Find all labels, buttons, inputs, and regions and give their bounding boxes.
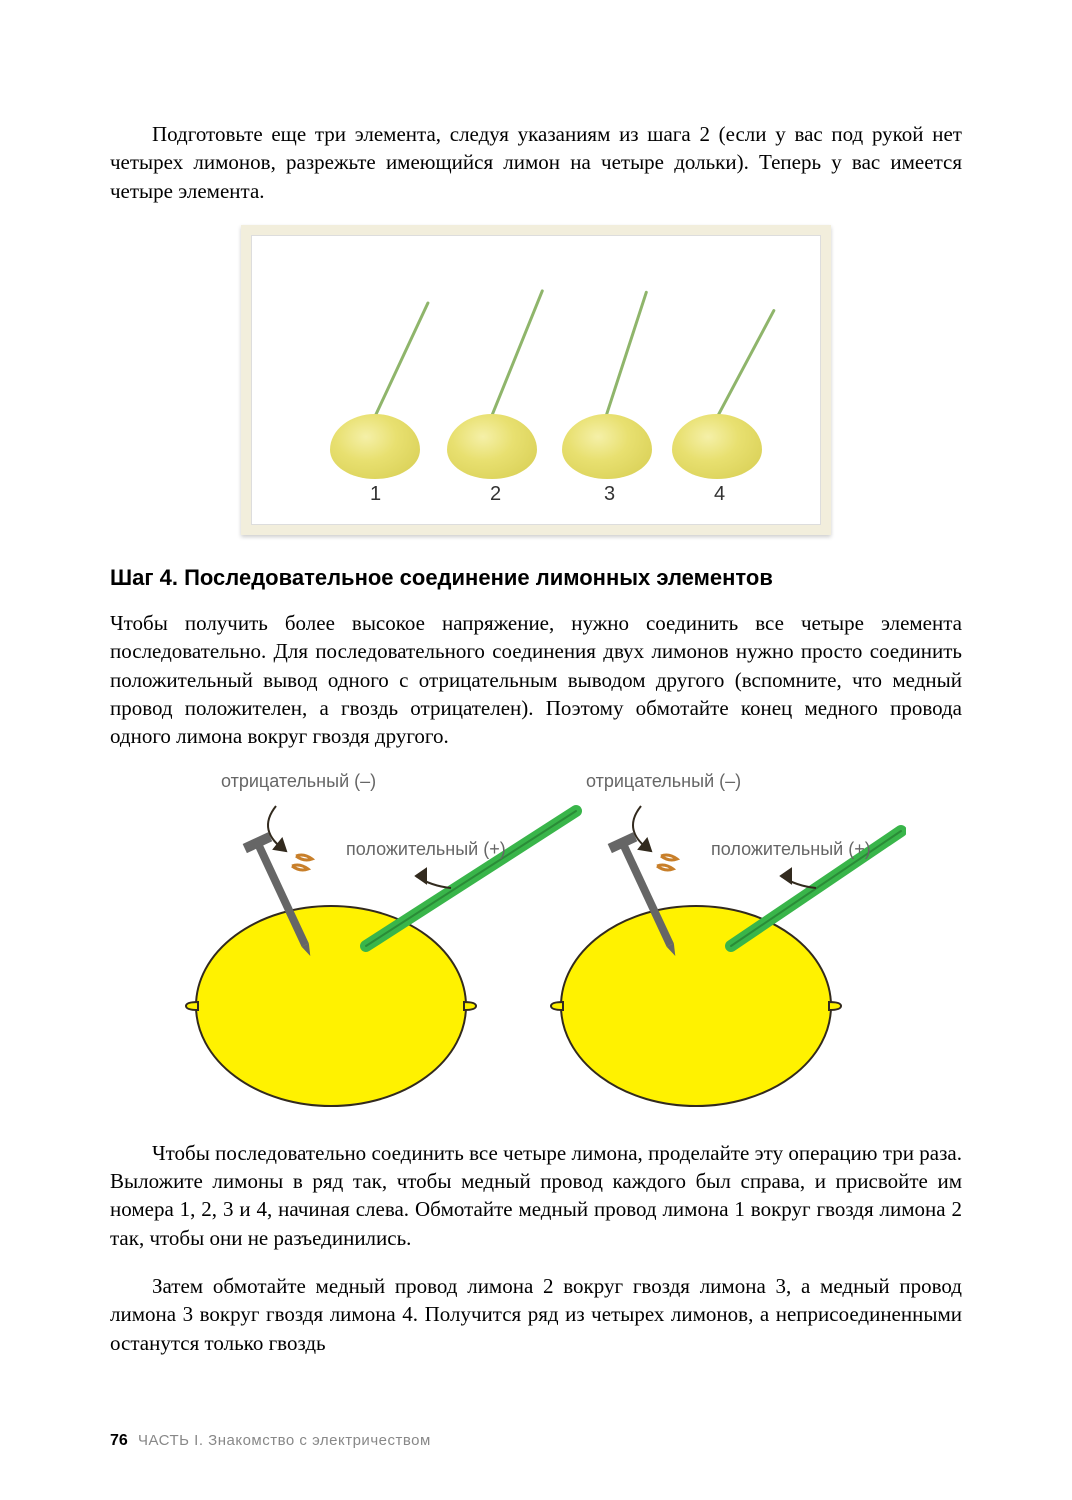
photo-label-4: 4 [714, 483, 725, 506]
page-footer: 76 ЧАСТЬ I. Знакомство с электричеством [110, 1432, 431, 1450]
arrow-icon [268, 806, 286, 851]
page-number: 76 [110, 1432, 128, 1449]
paragraph-connect-rest: Затем обмотайте медный провод лимона 2 в… [110, 1272, 962, 1357]
photo-inner: 1 2 3 4 [251, 235, 821, 525]
photo-lemon-1 [330, 414, 420, 479]
arrow-icon [633, 806, 651, 851]
photo-lemon-4 [672, 414, 762, 479]
photo-label-3: 3 [604, 483, 615, 506]
step-heading: Шаг 4. Последовательное соединение лимон… [110, 565, 962, 591]
photo-lemon-2 [447, 414, 537, 479]
arrow-icon [416, 869, 451, 888]
paragraph-intro: Подготовьте еще три элемента, следуя ука… [110, 120, 962, 205]
photo-lemon-3 [562, 414, 652, 479]
photo-label-1: 1 [370, 483, 381, 506]
photo-label-2: 2 [490, 483, 501, 506]
paragraph-connect-all: Чтобы последовательно соединить все четы… [110, 1139, 962, 1252]
diagram-label-negative-2: отрицательный (–) [586, 771, 741, 792]
diagram-label-negative-1: отрицательный (–) [221, 771, 376, 792]
photo-frame: 1 2 3 4 [241, 225, 831, 535]
lemon-diagram-svg [166, 771, 906, 1121]
diagram-label-positive-2: положительный (+) [711, 839, 871, 860]
paragraph-step-body: Чтобы получить более высокое напряжение,… [110, 609, 962, 751]
lemon-diagram: отрицательный (–) отрицательный (–) поло… [166, 771, 906, 1121]
diagram-label-positive-1: положительный (+) [346, 839, 506, 860]
diagram-lemon-2 [551, 831, 901, 1106]
part-title: ЧАСТЬ I. Знакомство с электричеством [138, 1432, 431, 1449]
